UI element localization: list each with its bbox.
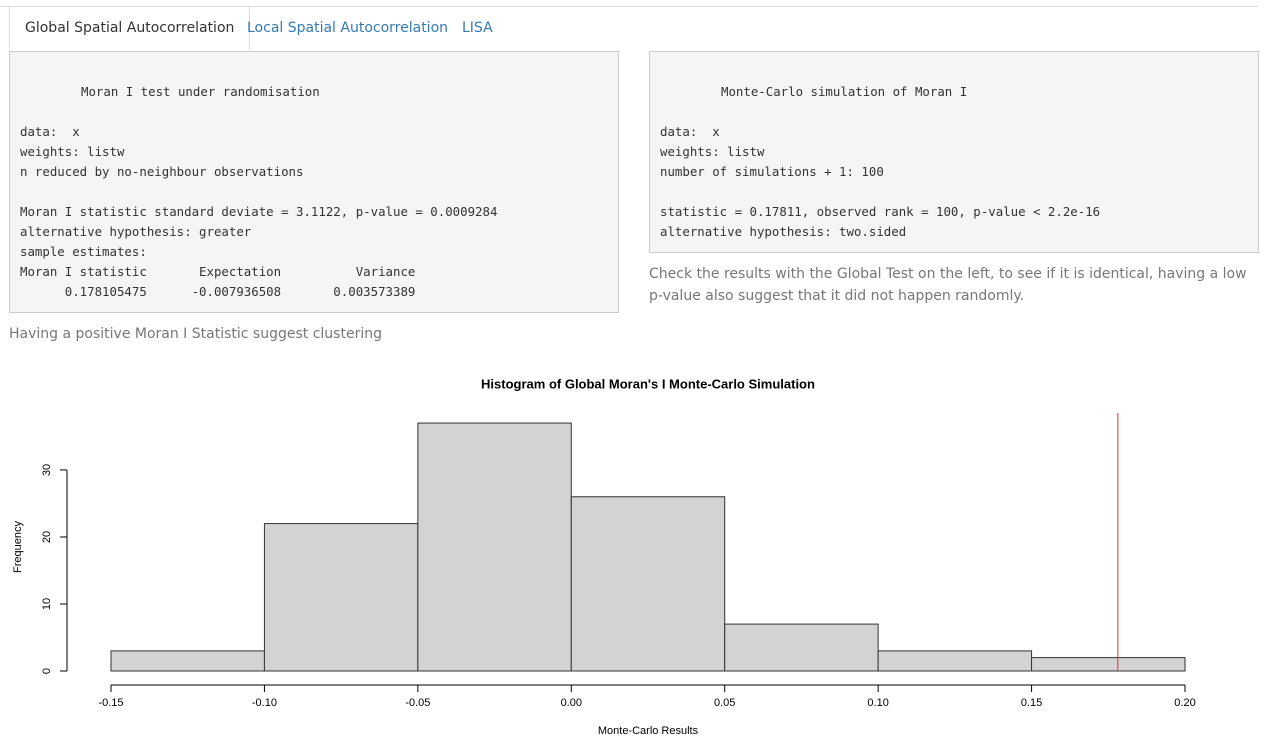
output-line: alternative hypothesis: greater [20,224,252,239]
bar [110,650,265,672]
output-line: n reduced by no-neighbour observations [20,164,304,179]
note: Having a positive Moran I Statistic sugg… [9,326,382,342]
x-tick-label: 0.15 [1021,697,1042,709]
note: Check the results with the Global Test o… [649,266,1247,304]
output-line: Moran I statistic standard deviate = 3.1… [20,204,498,219]
chart-title: Histogram of Global Moran's I Monte-Carl… [481,376,815,391]
tab[interactable]: LISA [462,20,493,36]
x-tick-label: 0.05 [714,697,735,709]
y-tick-label: 20 [41,531,53,543]
output-line: alternative hypothesis: two.sided [660,224,907,239]
output-line: statistic = 0.17811, observed rank = 100… [660,204,1101,219]
bar [877,650,1033,672]
output-line: 0.178105475 -0.007936508 0.003573389 [20,284,416,299]
y-tick-label: 30 [41,464,53,476]
x-tick-label: 0.00 [561,697,582,709]
tab-bar-border [0,6,1258,7]
x-tick-label: 0.20 [1174,697,1195,709]
output-panel: Moran I test under randomisation data: x w… [9,51,619,313]
x-tick-label: 0.10 [867,697,888,709]
x-tick-label: -0.05 [405,697,430,709]
output-block: Moran I statistic standard deviate = 3.1… [20,202,608,302]
y-tick-label: 0 [41,668,53,674]
output-line: weights: listw [660,144,765,159]
output-block: data: x weights: listw number of simulatio… [660,122,1248,182]
output-line: weights: listw [20,144,125,159]
bar [1031,657,1186,672]
bar [263,523,419,672]
output-line: data: x [20,124,80,139]
y-tick-label: 10 [41,598,53,610]
output-line: number of simulations + 1: 100 [660,164,884,179]
output-panel: Monte-Carlo simulation of Moran I data: x… [649,51,1259,253]
output-block: statistic = 0.17811, observed rank = 100… [660,202,1248,242]
tab[interactable]: Global Spatial Autocorrelation [9,7,251,50]
output-heading: Monte-Carlo simulation of Moran I [721,84,968,99]
x-axis-label: Monte-Carlo Results [598,725,699,737]
output-line: data: x [660,124,720,139]
tab[interactable]: Local Spatial Autocorrelation [247,20,449,36]
bar [417,422,572,672]
x-tick-label: -0.10 [252,697,277,709]
output-line: sample estimates: [20,244,147,259]
output-heading: Moran I test under randomisation [81,84,320,99]
y-axis-label: Frequency [12,521,24,573]
bar [724,623,879,672]
output-block: data: x weights: listw n reduced by no-nei… [20,122,608,182]
bar [570,496,726,672]
x-tick-label: -0.15 [98,697,123,709]
output-line: Moran I statistic Expectation Variance [20,264,416,279]
